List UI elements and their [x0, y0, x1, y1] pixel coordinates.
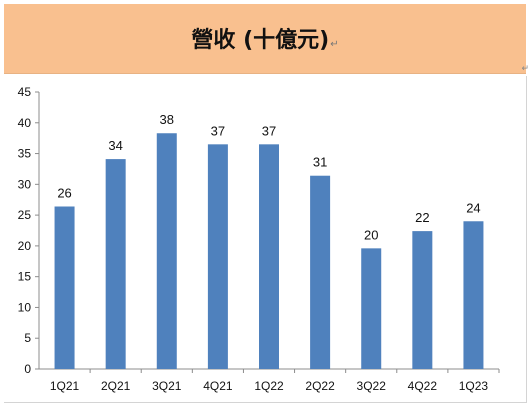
data-label-2Q22: 31	[313, 155, 327, 170]
paragraph-mark-icon: ↵	[521, 63, 529, 73]
x-tick-label: 2Q22	[305, 379, 335, 393]
bar-2Q22	[310, 175, 331, 369]
x-tick-label: 4Q21	[203, 379, 233, 393]
y-tick-label: 20	[18, 239, 32, 253]
data-label-4Q21: 37	[211, 123, 225, 138]
data-labels: 26 34 38 37 37 31 20 22 24	[57, 112, 480, 242]
data-label-4Q22: 22	[415, 210, 429, 225]
chart-title-text: 營收 (十億元)	[191, 28, 330, 53]
x-tick-label: 4Q22	[408, 379, 438, 393]
y-tick-label: 35	[18, 147, 32, 161]
x-axis: 1Q21 2Q21 3Q21 4Q21 1Q22 2Q22 3Q22 4Q22 1Q23	[39, 368, 500, 393]
y-tick-label: 5	[24, 331, 31, 345]
plot-frame	[4, 76, 527, 403]
bar-1Q22	[259, 144, 279, 369]
y-tick-label: 40	[18, 116, 32, 130]
data-label-1Q23: 24	[466, 200, 480, 215]
data-label-3Q22: 20	[364, 227, 378, 242]
bar-series	[54, 133, 484, 369]
bar-3Q21	[156, 133, 177, 369]
bar-1Q21	[54, 206, 75, 369]
y-tick-label: 25	[18, 208, 32, 222]
bar-1Q23	[463, 221, 484, 369]
data-label-1Q21: 26	[57, 185, 71, 200]
bar-4Q22	[412, 231, 433, 369]
y-tick-label: 45	[18, 85, 32, 99]
x-tick-label: 3Q21	[152, 379, 182, 393]
bar-4Q21	[207, 144, 228, 369]
bar-2Q21	[105, 159, 126, 369]
y-tick-label: 30	[18, 177, 32, 191]
bar-3Q22	[361, 248, 382, 369]
x-tick-label: 1Q23	[459, 379, 489, 393]
x-tick-label: 3Q22	[357, 379, 387, 393]
x-tick-label: 1Q22	[254, 379, 284, 393]
data-label-3Q21: 38	[160, 112, 174, 127]
y-tick-label: 15	[18, 270, 32, 284]
paragraph-mark-icon: ↵	[330, 39, 339, 50]
data-label-2Q21: 34	[108, 138, 122, 153]
y-tick-label: 0	[24, 362, 31, 376]
title-banner: 營收 (十億元)↵	[4, 4, 526, 74]
x-tick-label: 1Q21	[50, 379, 80, 393]
y-axis: 0 5 10 15 20 25 30 35 40 45	[18, 85, 40, 376]
x-tick-label: 2Q21	[101, 379, 131, 393]
chart-title: 營收 (十億元)↵	[4, 22, 526, 54]
data-label-1Q22: 37	[262, 123, 276, 138]
y-tick-label: 10	[18, 300, 32, 314]
